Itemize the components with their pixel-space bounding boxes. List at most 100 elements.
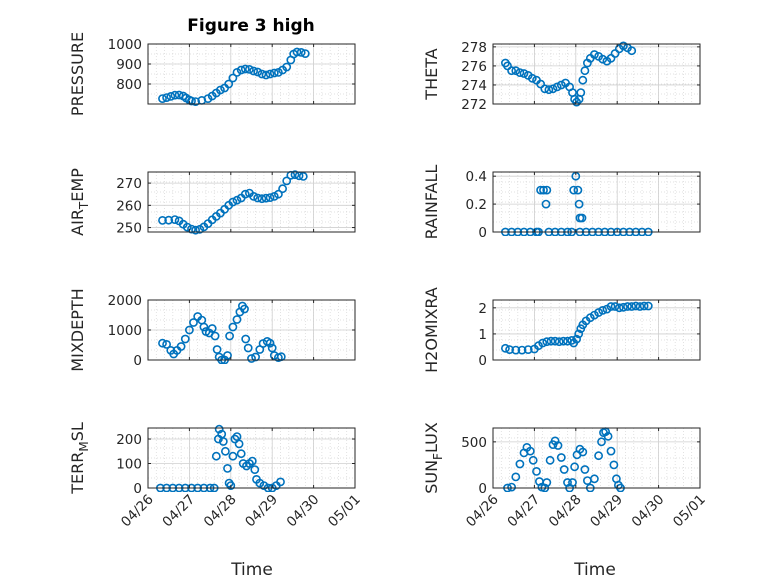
y-tick-label: 0 (133, 353, 142, 369)
data-point (580, 465, 590, 474)
data-point (614, 303, 624, 313)
subplot-2: 272 274 276 278 THETA (422, 40, 701, 113)
subplot-7: 0 100 200 04/26 04/27 04/28 04/29 04/30 05/01 TER… (68, 422, 364, 530)
data-point (570, 462, 579, 472)
x-tick-label: 04/29 (587, 492, 626, 531)
y-tick-label: 272 (461, 97, 487, 113)
x-tick-label: 05/01 (670, 492, 709, 531)
data-point (253, 67, 263, 77)
y-tick-label: 900 (116, 57, 142, 73)
data-point (247, 354, 256, 363)
data-point (223, 351, 232, 360)
data-point (184, 325, 194, 335)
data-point (511, 345, 521, 355)
y-tick-label: 100 (116, 457, 142, 473)
data-point (180, 334, 190, 344)
data-point (253, 193, 263, 203)
y-axis-label: SUNFLUX (422, 422, 445, 494)
data-point (232, 315, 242, 324)
y-tick-label: 278 (461, 40, 487, 56)
data-point (162, 93, 171, 102)
data-point (296, 48, 306, 57)
y-tick-label: 0 (478, 481, 487, 497)
x-tick-label: 04/27 (504, 492, 543, 531)
data-point (236, 65, 246, 75)
data-point (540, 84, 550, 94)
data-point (282, 62, 292, 72)
data-point (223, 463, 232, 473)
data-series (158, 47, 310, 106)
data-point (220, 446, 230, 456)
data-point (265, 193, 275, 202)
data-point (191, 97, 200, 106)
data-point (517, 345, 527, 355)
data-point (528, 455, 538, 465)
data-point (212, 345, 222, 354)
data-point (590, 50, 599, 59)
data-point (182, 222, 192, 232)
data-point (158, 215, 167, 225)
data-series (500, 301, 653, 355)
subplot-5: 0 1000 2000 MIXDEPTH (68, 288, 356, 372)
axes-box (492, 299, 701, 361)
x-tick-label: 04/28 (546, 492, 585, 531)
data-point (576, 88, 586, 97)
data-point (548, 84, 558, 94)
data-point (536, 185, 545, 195)
data-point (619, 41, 628, 51)
data-series (156, 424, 285, 492)
data-point (541, 199, 551, 209)
data-point (211, 451, 221, 461)
data-point (236, 449, 246, 459)
data-point (244, 65, 254, 74)
y-tick-label: 200 (116, 432, 142, 448)
data-point (590, 474, 599, 484)
data-point (550, 336, 560, 346)
data-point (623, 302, 632, 311)
y-axis-label: MIXDEPTH (68, 288, 87, 371)
x-tick-label: 05/01 (325, 492, 364, 531)
data-point (170, 90, 180, 100)
data-point (207, 324, 217, 333)
x-axis-label-right: Time (573, 560, 616, 580)
data-point (606, 302, 616, 311)
data-point (158, 338, 167, 348)
data-point (240, 304, 249, 314)
minor-grid (493, 428, 700, 488)
data-point (257, 194, 267, 204)
y-tick-label: 250 (116, 221, 142, 237)
y-tick-label: 0 (478, 353, 487, 369)
data-point (158, 94, 167, 103)
data-point (187, 224, 196, 234)
data-point (228, 322, 238, 332)
axes-box (492, 171, 701, 233)
y-tick-label: 500 (461, 435, 487, 451)
data-point (574, 329, 584, 339)
data-point (539, 185, 548, 195)
data-point (276, 477, 285, 487)
subplot-4: 0 0.2 0.4 RAINFALL (422, 165, 701, 241)
data-point (228, 197, 238, 207)
data-point (218, 437, 228, 446)
data-point (249, 191, 258, 201)
data-series (158, 301, 286, 364)
data-point (609, 460, 619, 470)
y-tick-label: 2000 (108, 293, 142, 309)
y-tick-label: 260 (116, 198, 142, 214)
data-point (606, 446, 616, 456)
data-point (542, 478, 552, 487)
y-tick-label: 1000 (108, 37, 142, 53)
y-tick-label: 1 (478, 327, 487, 343)
data-point (603, 431, 613, 441)
x-tick-label: 04/30 (629, 492, 668, 531)
data-point (174, 90, 184, 100)
data-point (627, 302, 637, 311)
y-axis-label: TERRMSL (68, 422, 91, 495)
data-point (635, 302, 645, 311)
data-point (189, 318, 198, 327)
data-point (610, 302, 620, 311)
data-point (224, 79, 234, 89)
y-tick-label: 2 (478, 301, 487, 317)
